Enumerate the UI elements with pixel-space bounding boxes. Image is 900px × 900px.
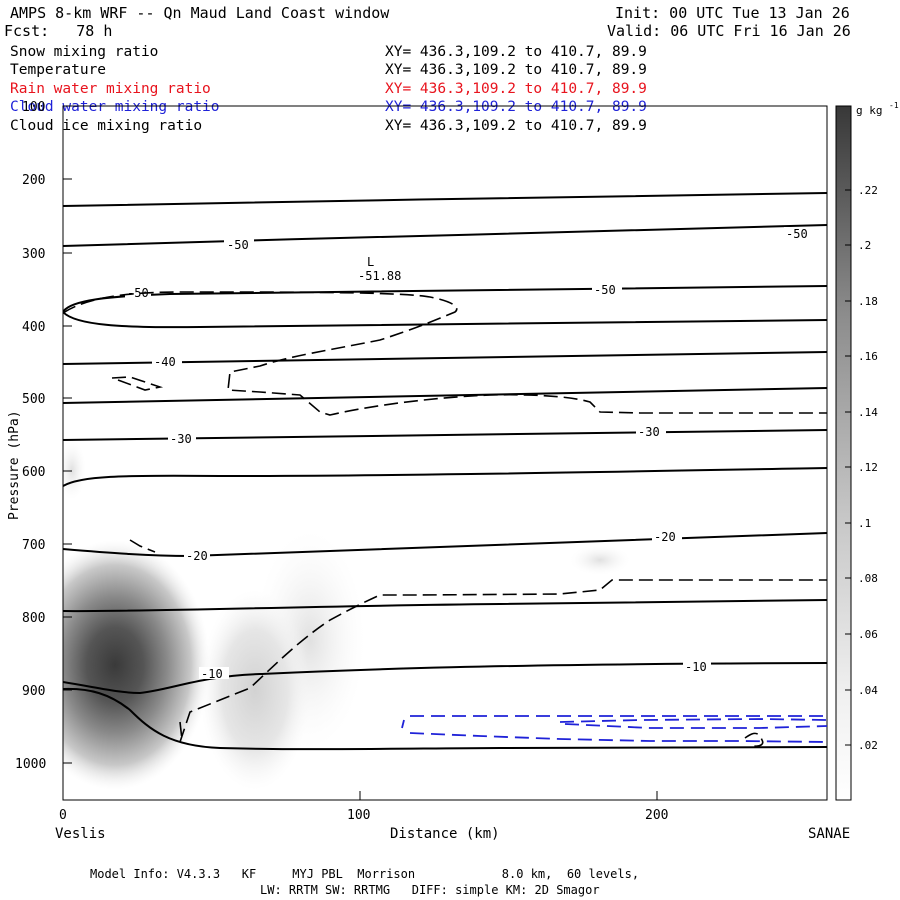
contour-label: -30	[638, 425, 660, 439]
low-center-value: -51.88	[358, 269, 401, 283]
y-axis: 100 200 300 400 500 600 700 800 900 1000…	[7, 100, 72, 772]
y-tick-label: 500	[22, 392, 45, 407]
contour-label: -50	[127, 286, 149, 300]
contour-label: -10	[201, 667, 223, 681]
field-name-cloud-ice: Cloud ice mixing ratio	[10, 118, 203, 134]
field-xy-rain: XY= 436.3,109.2 to 410.7, 89.9	[385, 81, 647, 97]
colorbar-tick-label: .18	[858, 295, 878, 308]
contour-label: -10	[685, 660, 707, 674]
model-info-line2: LW: RRTM SW: RRTMG DIFF: simple KM: 2D S…	[260, 883, 600, 897]
y-tick-label: 400	[22, 320, 45, 335]
colorbar-tick-label: .06	[858, 628, 878, 641]
contour-label-bg	[224, 238, 254, 250]
colorbar-tick-label: .2	[858, 239, 871, 252]
y-tick-label: 900	[22, 684, 45, 699]
contour-label-bg	[592, 283, 622, 295]
contour-label-bg	[784, 227, 812, 239]
contour-label: -50	[227, 238, 249, 252]
contour-label: -20	[186, 549, 208, 563]
contour-label: -40	[154, 355, 176, 369]
colorbar-tick-label: .14	[858, 406, 878, 419]
left-endpoint-label: Veslis	[55, 826, 106, 842]
contour-label: -20	[654, 530, 676, 544]
colorbar-tick-label: .1	[858, 517, 871, 530]
y-tick-label: 100	[22, 100, 45, 115]
low-center-label: L	[367, 255, 374, 269]
contour-label: -50	[594, 283, 616, 297]
plot-frame	[62, 105, 828, 801]
y-tick-label: 700	[22, 538, 45, 553]
contour-label: -30	[170, 432, 192, 446]
contour-label-bg	[184, 549, 210, 561]
x-tick-label: 200	[645, 808, 668, 823]
cloud-ice-contours	[63, 291, 827, 747]
colorbar-unit: g kg	[856, 104, 883, 117]
contour-label-bg	[683, 660, 711, 672]
colorbar-scale	[835, 105, 852, 801]
colorbar-tick-label: .02	[858, 739, 878, 752]
colorbar: .02 .04 .06 .08 .1 .12 .14 .16 .18 .2 .2…	[835, 101, 899, 801]
y-tick-label: 1000	[15, 757, 46, 772]
contour-label-bg	[636, 425, 666, 437]
y-tick-label: 200	[22, 173, 45, 188]
y-tick-label: 800	[22, 611, 45, 626]
valid-time: Valid: 06 UTC Fri 16 Jan 26	[607, 22, 851, 40]
contour-label-bg	[199, 667, 229, 679]
field-xy-temperature: XY= 436.3,109.2 to 410.7, 89.9	[385, 62, 647, 78]
colorbar-tick-label: .16	[858, 350, 878, 363]
colorbar-tick-label: .22	[858, 184, 878, 197]
y-axis-title: Pressure (hPa)	[7, 410, 22, 520]
contour-label-bg	[125, 286, 151, 298]
chart-title: AMPS 8-km WRF -- Qn Maud Land Coast wind…	[10, 4, 390, 22]
contour-label: -50	[786, 227, 808, 241]
colorbar-tick-label: .12	[858, 461, 878, 474]
cloud-water-contours	[401, 715, 827, 743]
right-endpoint-label: SANAE	[808, 826, 850, 842]
contour-label-bg	[168, 432, 196, 444]
y-tick-label: 300	[22, 247, 45, 262]
x-tick-label: 0	[59, 808, 67, 823]
model-info-line1: Model Info: V4.3.3 KF MYJ PBL Morrison 8…	[90, 867, 640, 881]
x-axis: 0 100 200 Distance (km) Veslis SANAE	[55, 791, 850, 842]
field-name-snow: Snow mixing ratio	[10, 44, 159, 60]
field-xy-cloud-ice: XY= 436.3,109.2 to 410.7, 89.9	[385, 118, 647, 134]
snow-mixing-shading	[63, 440, 630, 790]
contour-label-bg	[652, 530, 682, 542]
y-tick-label: 600	[22, 465, 45, 480]
field-xy-cloud-water: XY= 436.3,109.2 to 410.7, 89.9	[385, 99, 647, 115]
colorbar-tick-label: .08	[858, 572, 878, 585]
field-name-cloud-water: Cloud water mixing ratio	[10, 99, 220, 115]
forecast-hour: Fcst: 78 h	[4, 22, 113, 40]
contour-label-bg	[152, 355, 182, 367]
colorbar-unit-exponent: -1	[889, 101, 899, 110]
field-xy-snow: XY= 436.3,109.2 to 410.7, 89.9	[385, 44, 647, 60]
field-name-rain: Rain water mixing ratio	[10, 81, 211, 97]
x-axis-title: Distance (km)	[390, 826, 500, 842]
colorbar-tick-label: .04	[858, 684, 878, 697]
field-name-temperature: Temperature	[10, 62, 107, 78]
init-time: Init: 00 UTC Tue 13 Jan 26	[615, 4, 850, 22]
x-tick-label: 100	[347, 808, 370, 823]
